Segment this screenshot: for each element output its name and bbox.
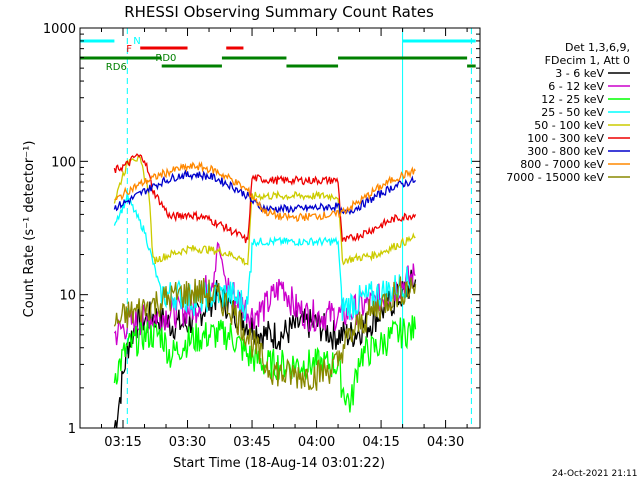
legend-label-8: 7000 - 15000 keV	[506, 171, 604, 184]
series-line-8	[113, 276, 417, 391]
date-stamp: 24-Oct-2021 21:11	[552, 469, 637, 479]
x-tick-label-4: 04:15	[362, 435, 399, 450]
x-axis-label: Start Time (18-Aug-14 03:01:22)	[173, 456, 385, 471]
y-tick-label-3: 1000	[43, 22, 76, 37]
x-tick-label-5: 04:30	[427, 435, 464, 450]
flag-label-rd0: RD0	[155, 53, 176, 64]
series-line-6	[113, 168, 417, 216]
series-line-5	[113, 153, 417, 244]
legend-label-0: 3 - 6 keV	[555, 67, 604, 80]
flag-label-n: N	[133, 36, 140, 47]
series-line-7	[114, 161, 416, 223]
series-line-2	[113, 315, 417, 413]
plot-frame	[79, 27, 481, 429]
legend-label-3: 25 - 50 keV	[541, 106, 604, 119]
y-tick-label-2: 100	[51, 155, 76, 170]
x-tick-label-2: 03:45	[233, 435, 270, 450]
legend-label-5: 100 - 300 keV	[527, 132, 604, 145]
legend-label-4: 50 - 100 keV	[534, 119, 604, 132]
y-axis-label: Count Rate (s⁻¹ detector⁻¹)	[22, 141, 37, 318]
flag-label-rd6: RD6	[106, 62, 127, 73]
legend-header-1: FDecim 1, Att 0	[545, 54, 630, 67]
legend-label-6: 300 - 800 keV	[527, 145, 604, 158]
series-line-4	[113, 155, 416, 266]
chart-title: RHESSI Observing Summary Count Rates	[124, 3, 434, 21]
series-line-3	[113, 192, 412, 322]
y-tick-label-1: 10	[59, 289, 76, 304]
legend-label-1: 6 - 12 keV	[548, 80, 604, 93]
legend-header-0: Det 1,3,6,9,	[565, 41, 630, 54]
legend-label-7: 800 - 7000 keV	[520, 158, 604, 171]
y-tick-label-0: 1	[68, 422, 76, 437]
x-tick-label-1: 03:30	[169, 435, 206, 450]
x-tick-label-3: 04:00	[298, 435, 335, 450]
series-line-1	[113, 241, 416, 346]
x-tick-label-0: 03:15	[104, 435, 141, 450]
legend-label-2: 12 - 25 keV	[541, 93, 604, 106]
flag-label-f: F	[126, 44, 132, 55]
